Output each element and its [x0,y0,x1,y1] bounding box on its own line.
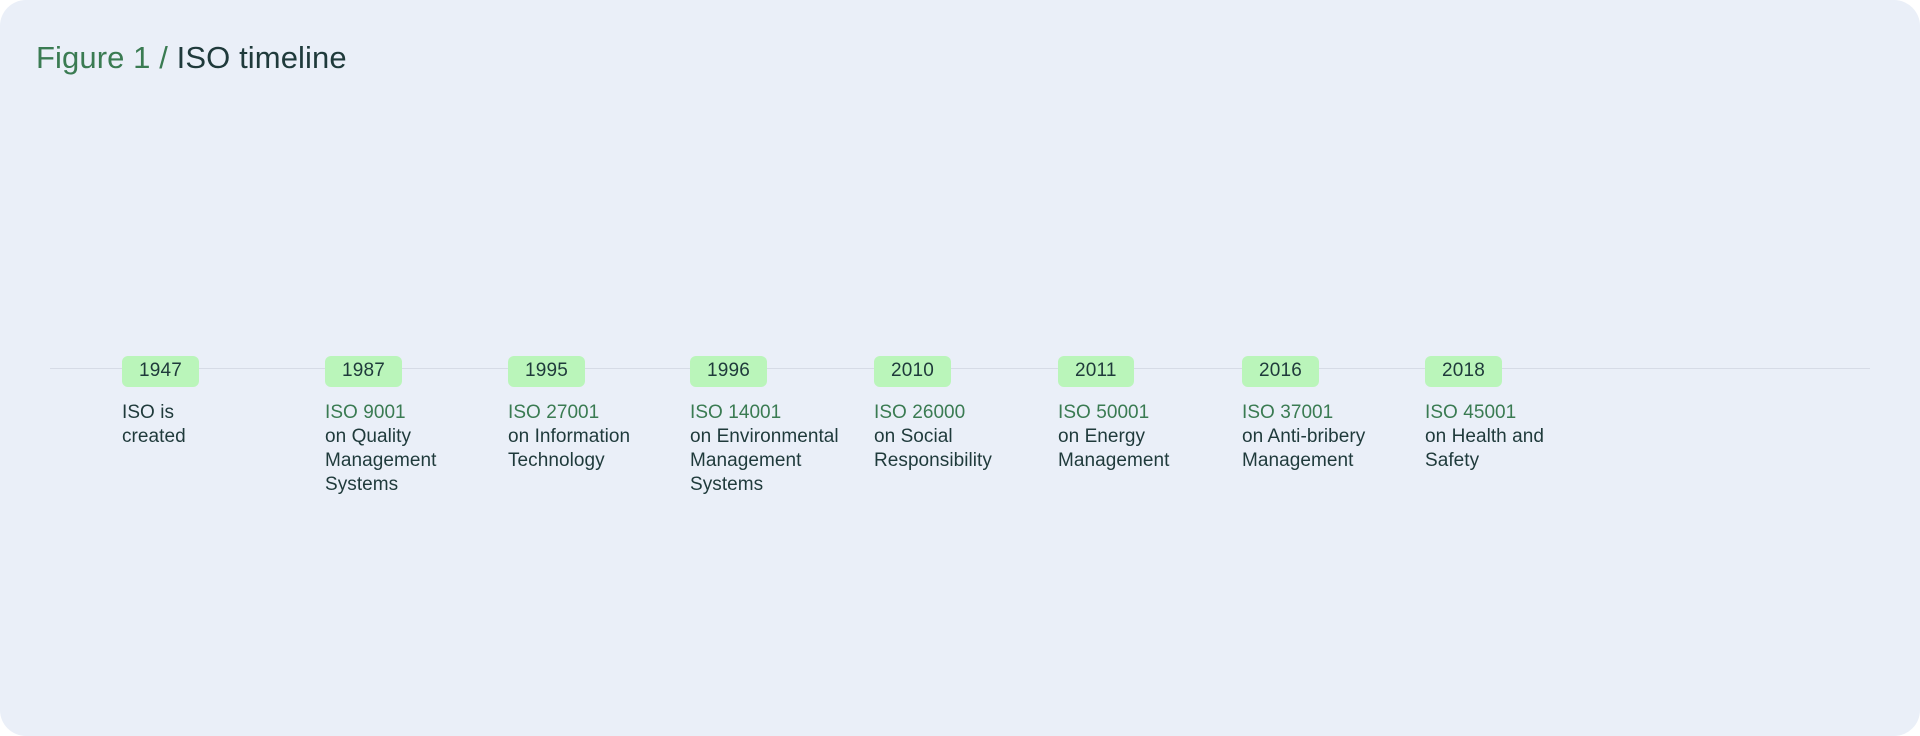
timeline-body-text: on Anti-bribery Management [1242,426,1366,471]
timeline-item[interactable]: 2018 ISO 45001 on Health and Safety [1425,356,1625,473]
timeline-body-text: on Quality Management Systems [325,426,437,495]
timeline-description: ISO 27001 on Information Technology [508,401,708,473]
timeline-year-badge: 1947 [122,356,200,387]
timeline-standard-label: ISO 45001 [1425,402,1517,423]
timeline-year-badge: 2010 [874,356,952,387]
timeline-description: ISO 26000 on Social Responsibility [874,401,1074,473]
timeline-description: ISO 9001 on Quality Management Systems [325,401,525,497]
timeline-year-badge: 2018 [1425,356,1503,387]
figure-label: Figure 1 / [36,40,177,75]
timeline-body-text: on Health and Safety [1425,426,1544,471]
timeline-description: ISO 14001 on Environmental Management Sys… [690,401,890,497]
timeline-items: 1947 ISO is created 1987 ISO 9001 on Quality… [50,356,1870,656]
timeline-standard-label: ISO 37001 [1242,402,1334,423]
timeline-description: ISO 50001 on Energy Management [1058,401,1258,473]
timeline-year-badge: 2011 [1058,356,1134,387]
timeline-standard-label: ISO 26000 [874,402,966,423]
timeline-axis-line [50,368,1870,369]
timeline-year-badge: 1987 [325,356,403,387]
timeline-item[interactable]: 1996 ISO 14001 on Environmental Management… [690,356,890,497]
timeline-year-badge: 2016 [1242,356,1320,387]
timeline-standard-label: ISO 14001 [690,402,782,423]
timeline-description: ISO 45001 on Health and Safety [1425,401,1625,473]
timeline-body-text: on Energy Management [1058,426,1170,471]
timeline-standard-label: ISO 9001 [325,402,406,423]
timeline-item[interactable]: 1947 ISO is created [122,356,322,449]
timeline-item[interactable]: 2016 ISO 37001 on Anti-bribery Management [1242,356,1442,473]
timeline-item[interactable]: 1995 ISO 27001 on Information Technology [508,356,708,473]
timeline-description: ISO 37001 on Anti-bribery Management [1242,401,1442,473]
page-title: Figure 1 / ISO timeline [36,38,347,78]
figure-title-text: ISO timeline [176,40,347,75]
timeline-body-text: on Environmental Management Systems [690,426,839,495]
timeline-item[interactable]: 1987 ISO 9001 on Quality Management System… [325,356,525,497]
timeline-standard-label: ISO 27001 [508,402,600,423]
timeline-body-text: on Social Responsibility [874,426,992,471]
timeline-standard-label: ISO 50001 [1058,402,1150,423]
timeline-body-text: on Information Technology [508,426,631,471]
timeline-year-badge: 1995 [508,356,586,387]
timeline-description: ISO is created [122,401,322,449]
timeline-body-text: ISO is created [122,402,186,447]
timeline-year-badge: 1996 [690,356,768,387]
timeline-item[interactable]: 2011 ISO 50001 on Energy Management [1058,356,1258,473]
timeline: 1947 ISO is created 1987 ISO 9001 on Quality… [50,356,1870,656]
timeline-item[interactable]: 2010 ISO 26000 on Social Responsibility [874,356,1074,473]
